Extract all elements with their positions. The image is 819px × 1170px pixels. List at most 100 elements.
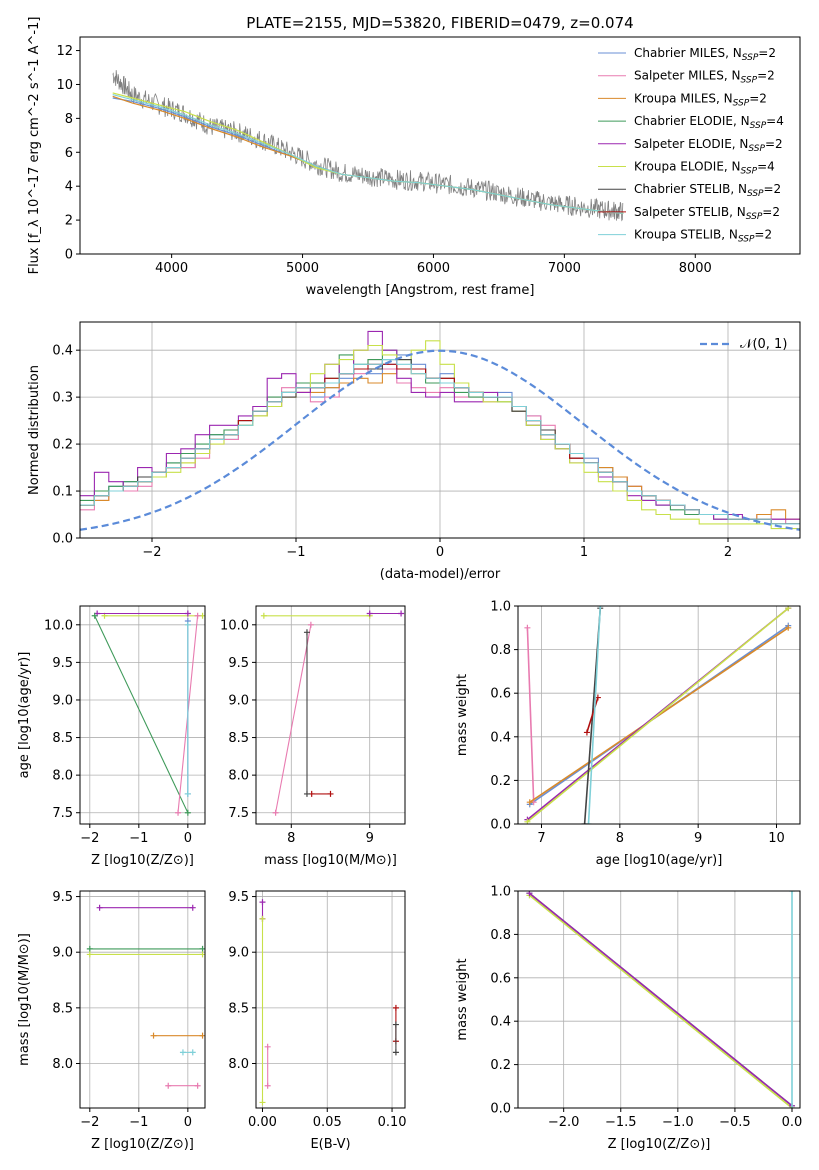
y-tick-label: 9.0 bbox=[52, 946, 73, 961]
x-tick-label: 4000 bbox=[155, 261, 188, 276]
legend-entry: Salpeter STELIB, NSSP=2 bbox=[634, 205, 780, 222]
axes-age_vs_Z: −2 −1 0 7.5 8.0 8.5 9.0 9.5 10.0 Z [log10(Z/Z⊙)] a… bbox=[17, 605, 206, 868]
frame-massweight_vs_age bbox=[517, 605, 801, 825]
plot-area-massweight_vs_age bbox=[524, 606, 792, 824]
series-line bbox=[528, 892, 793, 1107]
legend: Chabrier MILES, NSSP=2 Salpeter MILES, NS… bbox=[598, 46, 784, 245]
y-tick-label: 9.5 bbox=[52, 656, 73, 671]
x-tick-label: −1 bbox=[286, 545, 305, 560]
y-axis-label: Flux [f_λ 10^-17 erg cm^-2 s^-1 A^-1] bbox=[27, 17, 42, 275]
x-tick-label: 8000 bbox=[679, 261, 712, 276]
y-tick-label: 9.5 bbox=[228, 656, 249, 671]
plot-area-massweight_vs_Z bbox=[526, 891, 796, 1108]
legend-entry: Chabrier STELIB, NSSP=2 bbox=[634, 182, 781, 199]
y-tick-label: 0.0 bbox=[490, 1102, 511, 1117]
y-tick-label: 0.6 bbox=[490, 687, 511, 702]
x-tick-label: 9 bbox=[366, 831, 374, 846]
y-tick-label: 0 bbox=[65, 248, 73, 263]
y-tick-label: 0.0 bbox=[52, 532, 73, 547]
data-point bbox=[86, 945, 93, 952]
plot-area-spectrum bbox=[112, 70, 624, 222]
data-point bbox=[785, 624, 792, 631]
data-point bbox=[392, 1004, 399, 1011]
data-point bbox=[264, 1043, 271, 1050]
data-point bbox=[307, 621, 314, 628]
y-tick-label: 0.8 bbox=[490, 928, 511, 943]
axes-age_vs_mass: 8 9 7.5 8.0 8.5 9.0 9.5 10.0 mass [log10(M/M⊙)] bbox=[220, 605, 406, 868]
data-point bbox=[175, 809, 182, 816]
x-tick-label: 7000 bbox=[548, 261, 581, 276]
data-point bbox=[526, 799, 533, 806]
axes-spectrum: 4000 5000 6000 7000 8000 0 2 4 6 8 10 12 wavelength … bbox=[27, 17, 801, 298]
data-point bbox=[184, 809, 191, 816]
y-tick-label: 8.0 bbox=[228, 1057, 249, 1072]
y-tick-label: 0.2 bbox=[490, 1058, 511, 1073]
y-tick-label: 9.5 bbox=[52, 890, 73, 905]
y-tick-label: 10 bbox=[56, 78, 73, 93]
y-tick-label: 1.0 bbox=[490, 885, 511, 900]
frame-massweight_vs_Z bbox=[517, 890, 801, 1109]
y-tick-label: 0.1 bbox=[52, 485, 73, 500]
data-point bbox=[392, 1049, 399, 1056]
normal-curve bbox=[80, 349, 800, 531]
y-tick-label: 10.0 bbox=[220, 618, 249, 633]
y-tick-label: 8.0 bbox=[52, 769, 73, 784]
x-tick-label: 0.05 bbox=[313, 1115, 342, 1130]
x-tick-label: −2 bbox=[142, 545, 161, 560]
x-tick-label: −2 bbox=[80, 831, 99, 846]
x-tick-label: −1 bbox=[129, 1115, 148, 1130]
plot-area-age_vs_Z bbox=[91, 610, 205, 816]
axes-mass_vs_Z: −2 −1 0 8.0 8.5 9.0 9.5 Z [log10(Z/Z⊙)] mass [lo… bbox=[17, 890, 206, 1152]
axes-residuals: −2 −1 0 1 2 0.0 0.1 0.2 0.3 0.4 𝒩(0, 1) (data-model… bbox=[27, 321, 801, 582]
y-tick-label: 6 bbox=[65, 146, 73, 161]
x-tick-label: 9 bbox=[694, 831, 702, 846]
y-tick-label: 8.5 bbox=[52, 1001, 73, 1016]
y-axis-label: Normed distribution bbox=[27, 365, 42, 495]
series-line bbox=[586, 697, 599, 733]
y-tick-label: 7.5 bbox=[52, 806, 73, 821]
y-axis-label: mass weight bbox=[455, 674, 470, 756]
y-tick-label: 8.0 bbox=[228, 769, 249, 784]
y-tick-label: 0.4 bbox=[490, 730, 511, 745]
x-tick-label: 0.10 bbox=[378, 1115, 407, 1130]
x-axis-label: Z [log10(Z/Z⊙)] bbox=[608, 1137, 711, 1152]
y-tick-label: 2 bbox=[65, 214, 73, 229]
observed-spectrum bbox=[112, 70, 624, 222]
data-point bbox=[392, 1021, 399, 1028]
x-axis-label: age [log10(age/yr)] bbox=[596, 853, 723, 868]
axes-massweight_vs_Z: −2.0 −1.5 −1.0 −0.5 0.0 0.0 0.2 0.4 0.6 0.8 1.0 Z [… bbox=[455, 885, 802, 1153]
data-point bbox=[585, 821, 592, 824]
model-line bbox=[112, 94, 624, 214]
legend-entry: Chabrier ELODIE, NSSP=4 bbox=[634, 114, 784, 131]
y-tick-label: 12 bbox=[56, 44, 73, 59]
series-line bbox=[94, 615, 189, 813]
y-axis-label: age [log10(age/yr)] bbox=[17, 652, 32, 779]
model-line bbox=[112, 92, 624, 214]
y-tick-label: 0.4 bbox=[490, 1015, 511, 1030]
histogram-step bbox=[80, 359, 800, 525]
y-tick-label: 9.0 bbox=[52, 693, 73, 708]
axes-mass_vs_ebv: 0.00 0.05 0.10 8.0 8.5 9.0 9.5 E(B-V) bbox=[228, 890, 406, 1152]
data-point bbox=[260, 612, 267, 619]
legend-entry: Salpeter MILES, NSSP=2 bbox=[634, 69, 775, 86]
y-tick-label: 0.4 bbox=[52, 344, 73, 359]
data-point bbox=[259, 1099, 266, 1106]
y-tick-label: 0.2 bbox=[52, 438, 73, 453]
data-point bbox=[189, 1049, 196, 1056]
x-tick-label: 0.0 bbox=[782, 1115, 803, 1130]
data-point bbox=[597, 606, 604, 609]
legend-entry: Kroupa STELIB, NSSP=2 bbox=[634, 228, 772, 245]
legend-entry: Kroupa MILES, NSSP=2 bbox=[634, 91, 767, 108]
y-tick-label: 8.5 bbox=[228, 731, 249, 746]
x-axis-label: mass [log10(M/M⊙)] bbox=[264, 853, 397, 868]
x-tick-label: 7 bbox=[537, 831, 545, 846]
y-tick-label: 10.0 bbox=[44, 618, 73, 633]
frame-age_vs_Z bbox=[79, 605, 206, 825]
y-tick-label: 4 bbox=[65, 180, 73, 195]
y-tick-label: 8.0 bbox=[52, 1057, 73, 1072]
x-axis-label: (data-model)/error bbox=[380, 567, 501, 582]
data-point bbox=[789, 891, 796, 894]
series-line bbox=[526, 607, 789, 823]
plot-area-mass_vs_Z bbox=[86, 904, 205, 1089]
